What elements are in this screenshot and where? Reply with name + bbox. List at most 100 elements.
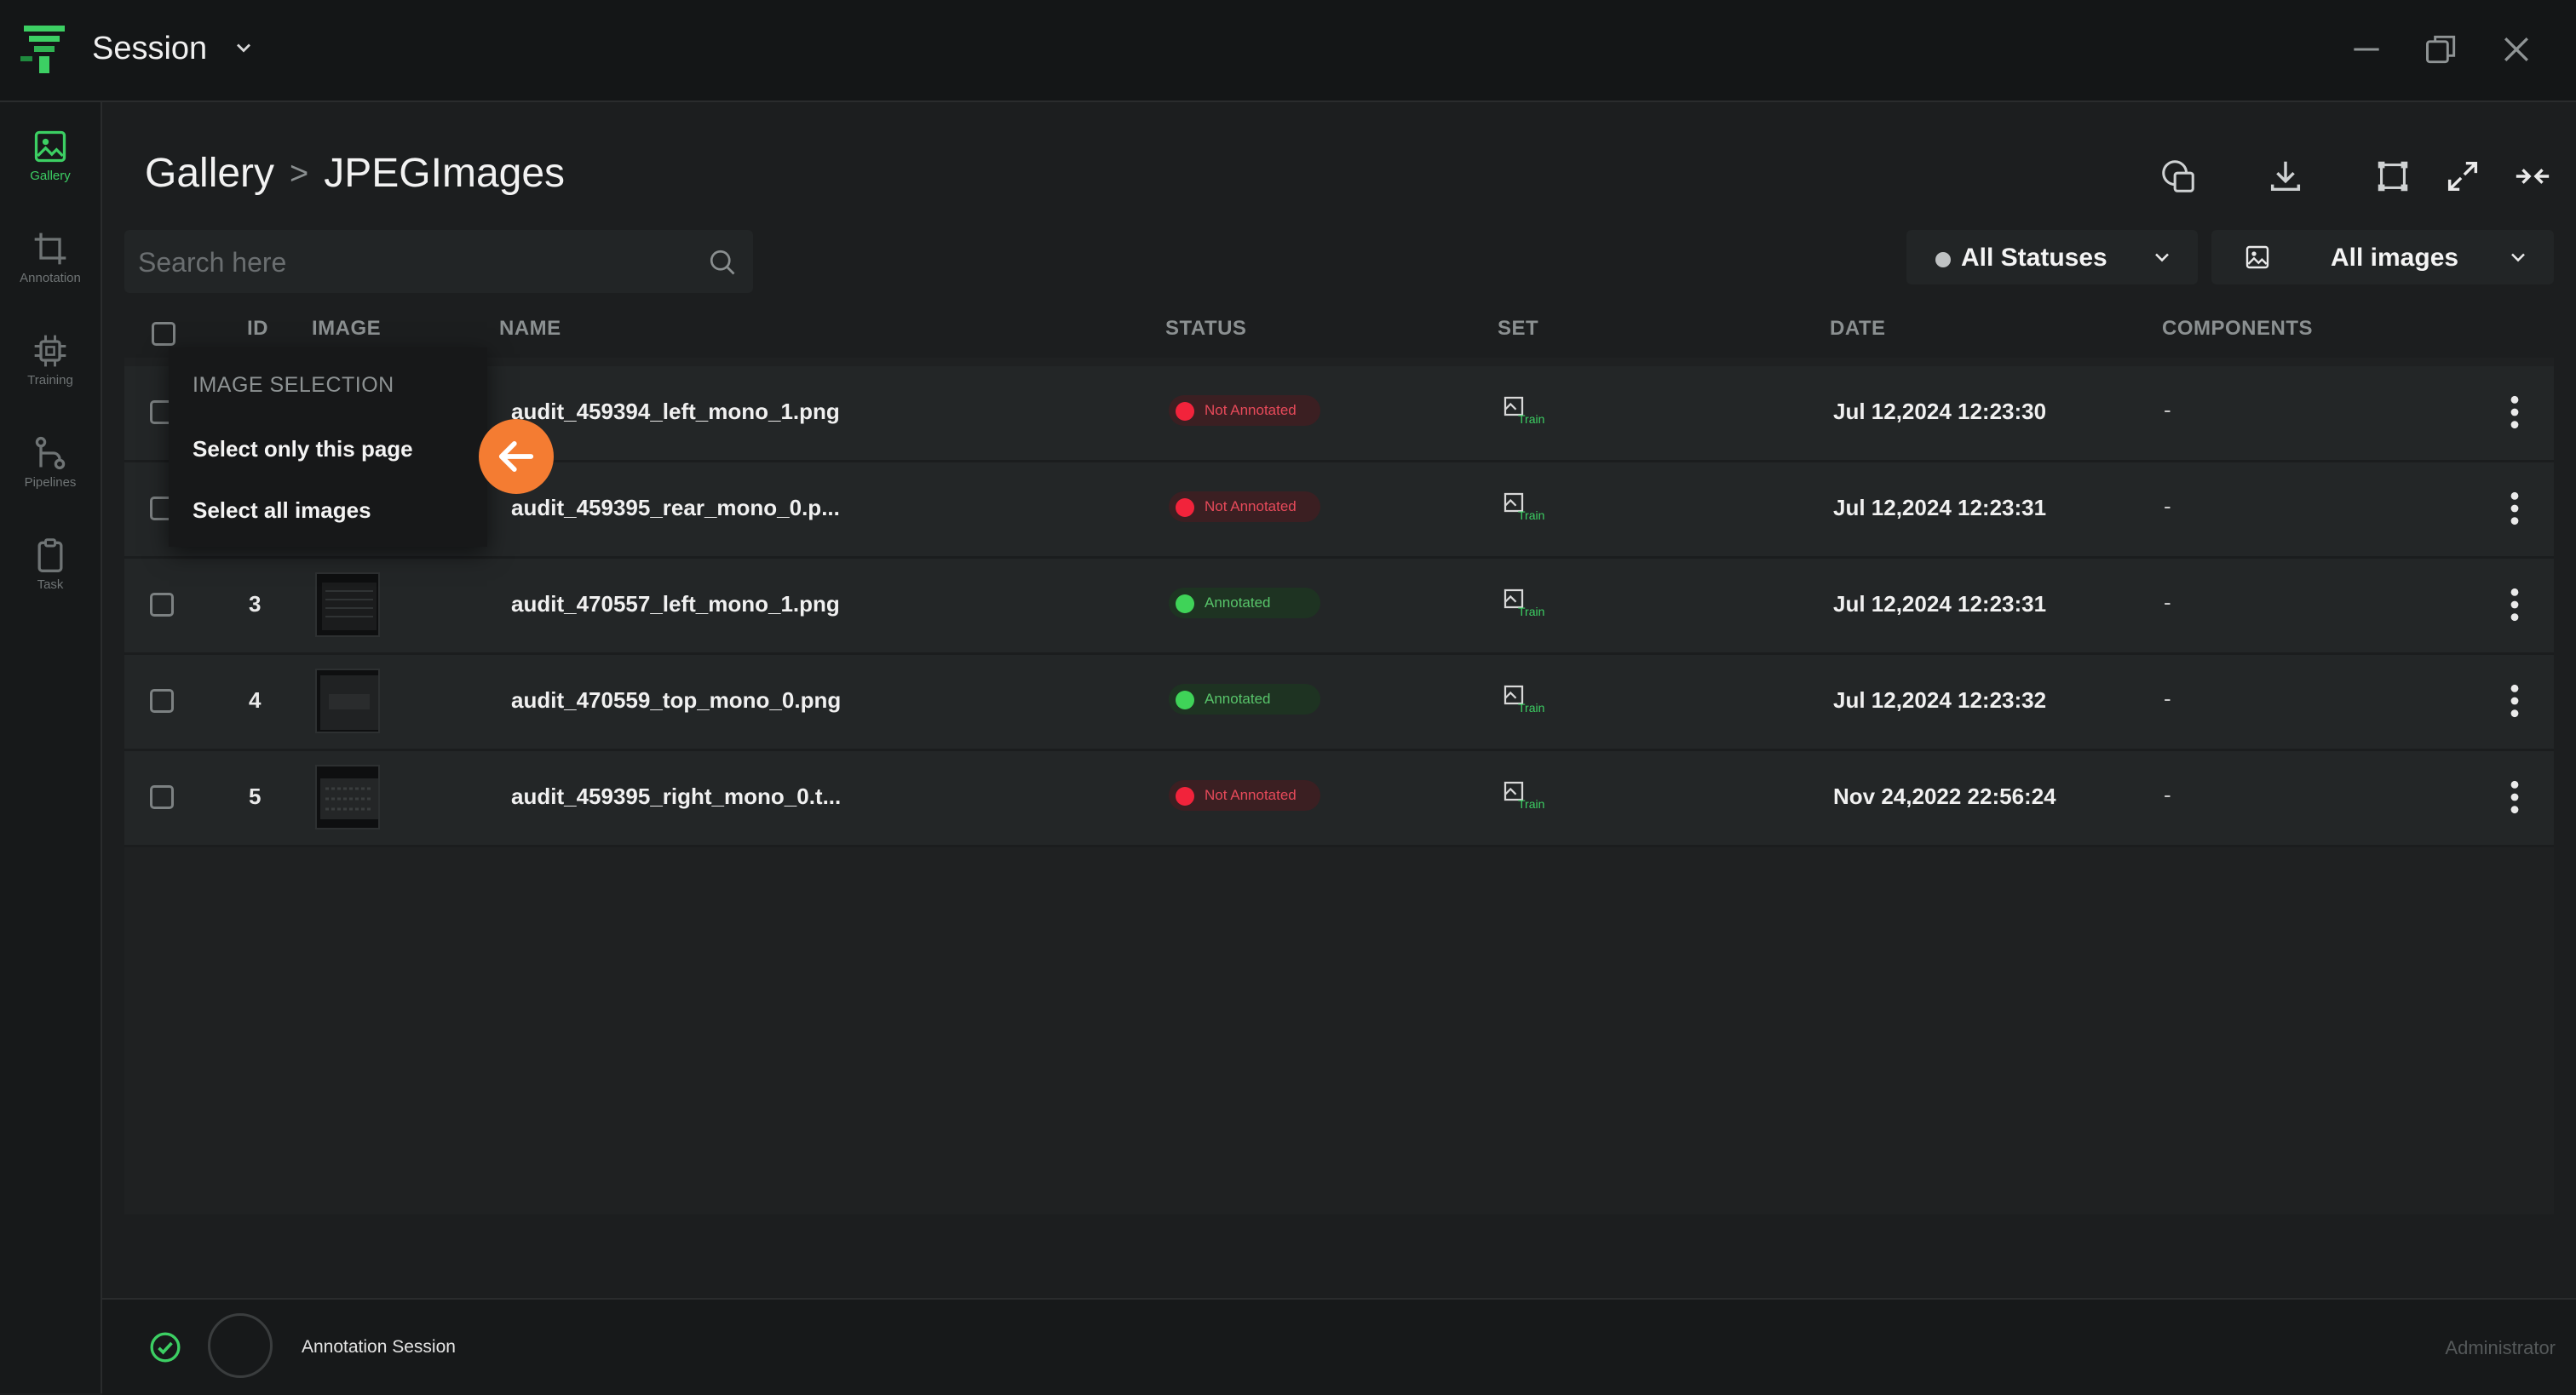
more-options-icon[interactable]: [2510, 586, 2520, 623]
row-checkbox[interactable]: [150, 593, 174, 617]
column-header-name[interactable]: NAME: [499, 317, 561, 340]
minimize-icon[interactable]: [2348, 31, 2385, 68]
status-dot-icon: [1176, 402, 1194, 421]
status-badge: Annotated: [1169, 588, 1320, 618]
row-date: Nov 24,2022 22:56:24: [1833, 784, 2056, 809]
row-components: -: [2164, 493, 2171, 519]
image-thumbnail[interactable]: [315, 765, 380, 830]
gallery-view-icon[interactable]: [2159, 157, 2198, 196]
set-badge: Train: [1501, 490, 1552, 527]
collapse-icon[interactable]: [2513, 157, 2552, 196]
close-icon[interactable]: [2498, 31, 2535, 68]
row-filename[interactable]: audit_459395_rear_mono_0.p...: [511, 495, 840, 520]
image-thumbnail[interactable]: [315, 669, 380, 733]
status-text: Not Annotated: [1205, 787, 1297, 803]
search-input[interactable]: [136, 230, 685, 295]
image-selection-title: IMAGE SELECTION: [193, 373, 394, 397]
select-page-option[interactable]: Select only this page: [193, 436, 413, 462]
breadcrumb-separator: >: [290, 156, 309, 192]
image-filter-dropdown[interactable]: All images: [2211, 230, 2554, 284]
sidebar-item-gallery[interactable]: Gallery: [0, 128, 101, 213]
row-id: 4: [249, 687, 262, 713]
chip-icon: [34, 335, 66, 367]
sidebar: Gallery Annotation Training Pipelines Ta…: [0, 102, 102, 1393]
more-options-icon[interactable]: [2510, 393, 2520, 431]
status-footer: Annotation Session Administrator: [102, 1298, 2576, 1395]
table-row[interactable]: 3 audit_470557_left_mono_1.png Annotated…: [124, 559, 2554, 655]
check-circle-icon: [150, 1332, 181, 1363]
sidebar-item-annotation[interactable]: Annotation: [0, 230, 101, 315]
row-checkbox[interactable]: [150, 785, 174, 809]
crop-icon: [34, 232, 66, 265]
sidebar-item-training[interactable]: Training: [0, 332, 101, 417]
session-title[interactable]: Session: [92, 31, 208, 66]
chevron-down-icon: [2155, 253, 2169, 262]
sidebar-item-task[interactable]: Task: [0, 537, 101, 622]
set-label: Train: [1518, 412, 1545, 426]
pipeline-icon: [35, 436, 66, 470]
row-date: Jul 12,2024 12:23:32: [1833, 687, 2047, 713]
column-header-status[interactable]: STATUS: [1165, 317, 1247, 340]
set-label: Train: [1518, 508, 1545, 522]
table-row[interactable]: 5 audit_459395_right_mono_0.t... Not Ann…: [124, 751, 2554, 847]
breadcrumb-current: JPEGImages: [324, 151, 566, 196]
column-header-components[interactable]: COMPONENTS: [2162, 317, 2314, 340]
train-set-icon: [1504, 588, 1524, 609]
status-badge: Not Annotated: [1169, 395, 1320, 426]
row-filename[interactable]: audit_470559_top_mono_0.png: [511, 687, 842, 713]
status-dot-icon: [1935, 252, 1951, 267]
row-checkbox[interactable]: [150, 689, 174, 713]
more-options-icon[interactable]: [2510, 778, 2520, 816]
status-badge: Annotated: [1169, 684, 1320, 715]
sidebar-item-label: Gallery: [30, 169, 71, 183]
train-set-icon: [1504, 781, 1524, 801]
row-filename[interactable]: audit_459395_right_mono_0.t...: [511, 784, 842, 809]
restore-icon[interactable]: [2423, 31, 2460, 68]
more-options-icon[interactable]: [2510, 490, 2520, 527]
select-all-images-option[interactable]: Select all images: [193, 497, 371, 523]
sidebar-item-label: Pipelines: [24, 475, 77, 490]
set-badge: Train: [1501, 393, 1552, 431]
set-badge: Train: [1501, 586, 1552, 623]
breadcrumb: Gallery > JPEGImages: [145, 150, 565, 197]
column-header-id[interactable]: ID: [247, 317, 268, 340]
search-icon[interactable]: [707, 247, 738, 278]
column-header-date[interactable]: DATE: [1830, 317, 1886, 340]
download-icon[interactable]: [2266, 157, 2305, 196]
status-text: Not Annotated: [1205, 498, 1297, 514]
status-text: Annotated: [1205, 691, 1271, 707]
set-label: Train: [1518, 605, 1545, 618]
set-badge: Train: [1501, 778, 1552, 816]
footer-user[interactable]: Administrator: [2445, 1337, 2556, 1358]
row-date: Jul 12,2024 12:23:31: [1833, 591, 2047, 617]
sidebar-item-pipelines[interactable]: Pipelines: [0, 434, 101, 520]
set-label: Train: [1518, 701, 1545, 715]
chevron-down-icon[interactable]: [232, 36, 256, 60]
clipboard-icon: [37, 538, 63, 572]
image-icon: [34, 130, 66, 163]
image-thumbnail[interactable]: [315, 572, 380, 637]
status-text: Annotated: [1205, 594, 1271, 611]
table-row[interactable]: 4 audit_470559_top_mono_0.png Annotated …: [124, 655, 2554, 751]
image-selection-menu: IMAGE SELECTION Select only this page Se…: [169, 347, 487, 547]
column-header-image[interactable]: IMAGE: [312, 317, 382, 340]
status-filter-dropdown[interactable]: All Statuses: [1906, 230, 2198, 284]
more-options-icon[interactable]: [2510, 682, 2520, 720]
pointer-arrow-badge: [479, 419, 554, 494]
row-components: -: [2164, 686, 2171, 711]
image-icon: [2245, 245, 2269, 269]
status-badge: Not Annotated: [1169, 491, 1320, 522]
breadcrumb-gallery[interactable]: Gallery: [145, 151, 275, 196]
row-components: -: [2164, 397, 2171, 422]
select-all-checkbox[interactable]: [152, 322, 175, 346]
row-filename[interactable]: audit_459394_left_mono_1.png: [511, 399, 840, 424]
train-set-icon: [1504, 492, 1524, 513]
chevron-down-icon: [2511, 253, 2525, 262]
status-dot-icon: [1176, 498, 1194, 517]
bounding-box-icon[interactable]: [2373, 157, 2412, 196]
expand-icon[interactable]: [2443, 157, 2482, 196]
set-label: Train: [1518, 797, 1545, 811]
row-filename[interactable]: audit_470557_left_mono_1.png: [511, 591, 840, 617]
column-header-set[interactable]: SET: [1498, 317, 1539, 340]
status-dot-icon: [1176, 691, 1194, 709]
